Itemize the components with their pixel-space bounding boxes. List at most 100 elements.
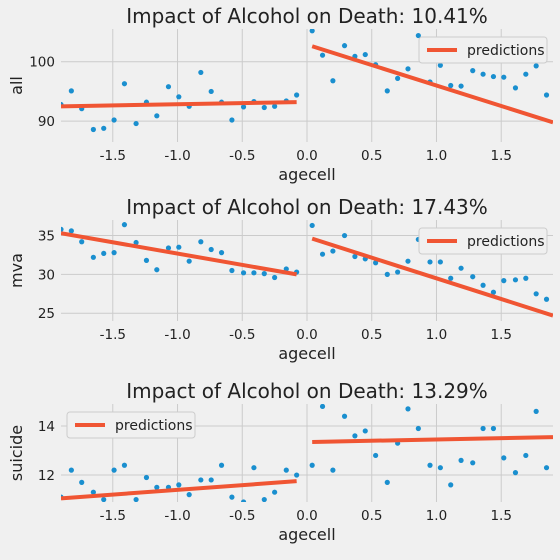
data-point [240, 104, 247, 110]
data-point [154, 113, 160, 119]
prediction-line [312, 435, 553, 444]
data-point [533, 63, 539, 69]
data-point [90, 254, 96, 260]
data-point [79, 239, 85, 245]
legend-label: predictions [115, 418, 193, 434]
data-point [111, 117, 117, 123]
x-axis-label: agecell [278, 344, 335, 363]
x-tick-label: -0.5 [229, 508, 255, 524]
data-point [470, 274, 476, 280]
chart-title: Impact of Alcohol on Death: 17.43% [126, 195, 488, 219]
x-tick-label: 0.5 [361, 327, 382, 343]
data-point [176, 244, 182, 250]
data-point [309, 462, 315, 468]
data-point [101, 496, 107, 502]
charts: -1.5 -1.0 -0.5 0.0 0.5 1.0 1.5 90 100 Impact of A… [7, 4, 553, 544]
x-tick-label: 1.5 [490, 508, 511, 524]
data-point [352, 253, 358, 260]
data-point [133, 120, 139, 127]
data-point [373, 260, 379, 266]
data-point [261, 271, 267, 277]
data-point [165, 84, 172, 90]
data-point [198, 239, 204, 245]
data-point [523, 71, 529, 77]
data-point [362, 51, 368, 58]
data-point [218, 250, 225, 256]
data-point [319, 404, 326, 410]
prediction-line [311, 236, 553, 318]
data-point [198, 69, 204, 76]
data-point [240, 499, 247, 502]
chart-panel-1: -1.5 -1.0 -0.5 0.0 0.5 1.0 1.5 90 100 Impact of A… [7, 4, 553, 184]
data-point [176, 482, 182, 488]
y-tick-label: 25 [38, 306, 55, 322]
x-tick-label: 1.0 [426, 327, 447, 343]
data-point [294, 92, 300, 98]
x-tick-label: 0.0 [296, 508, 317, 524]
plot-content [61, 222, 553, 318]
y-tick-label: 14 [38, 419, 55, 435]
data-point [90, 489, 96, 495]
data-point [251, 465, 257, 471]
data-point [341, 232, 348, 239]
data-point [384, 88, 390, 94]
y-axis-label: mva [7, 253, 26, 288]
x-tick-label: 1.0 [426, 148, 447, 164]
x-tick-label: 0.0 [296, 327, 317, 343]
data-point [272, 274, 278, 281]
data-point [294, 472, 300, 478]
data-point [186, 258, 192, 264]
data-point [90, 126, 96, 133]
data-point [384, 479, 390, 485]
legend: predictions [418, 36, 548, 64]
data-point [501, 455, 507, 461]
data-point [261, 496, 267, 502]
data-point [261, 104, 267, 111]
data-point [448, 82, 454, 89]
data-point [512, 470, 519, 476]
data-point [218, 462, 225, 468]
data-point [480, 71, 486, 77]
data-point [121, 222, 128, 228]
data-point [448, 275, 454, 281]
data-point [154, 484, 160, 490]
x-tick-label: -1.5 [100, 327, 126, 343]
data-point [283, 266, 289, 272]
data-point [101, 125, 107, 131]
data-point [384, 271, 390, 277]
data-point [229, 494, 235, 500]
chart-panel-2: -1.5 -1.0 -0.5 0.0 0.5 1.0 1.5 25 30 35 Impact of … [7, 195, 553, 363]
data-point [68, 228, 74, 234]
data-point [154, 267, 160, 273]
x-tick-label: -1.0 [164, 508, 190, 524]
data-point [373, 452, 379, 459]
data-point [165, 245, 172, 251]
data-point [330, 467, 336, 473]
data-point [208, 88, 214, 95]
data-point [61, 226, 64, 232]
y-tick-label: 35 [38, 229, 55, 245]
data-point [490, 425, 497, 432]
data-point [309, 29, 315, 34]
legend-label: predictions [467, 43, 545, 59]
legend-box [418, 36, 548, 64]
data-point [309, 222, 315, 229]
x-tick-label: 1.0 [426, 508, 447, 524]
data-point [208, 246, 214, 253]
x-tick-label: -0.5 [229, 148, 255, 164]
data-point [490, 289, 497, 295]
data-point [470, 460, 476, 466]
data-point [229, 267, 235, 274]
data-point [362, 428, 368, 434]
data-point [208, 477, 214, 483]
data-point [490, 73, 497, 80]
y-axis-label: all [7, 76, 26, 95]
data-point [319, 251, 326, 257]
x-tick-label: -1.0 [164, 148, 190, 164]
data-point [533, 291, 539, 297]
data-point [395, 75, 401, 81]
prediction-line [61, 479, 297, 501]
data-point [330, 78, 336, 84]
data-point [121, 462, 128, 468]
data-point [470, 68, 476, 74]
